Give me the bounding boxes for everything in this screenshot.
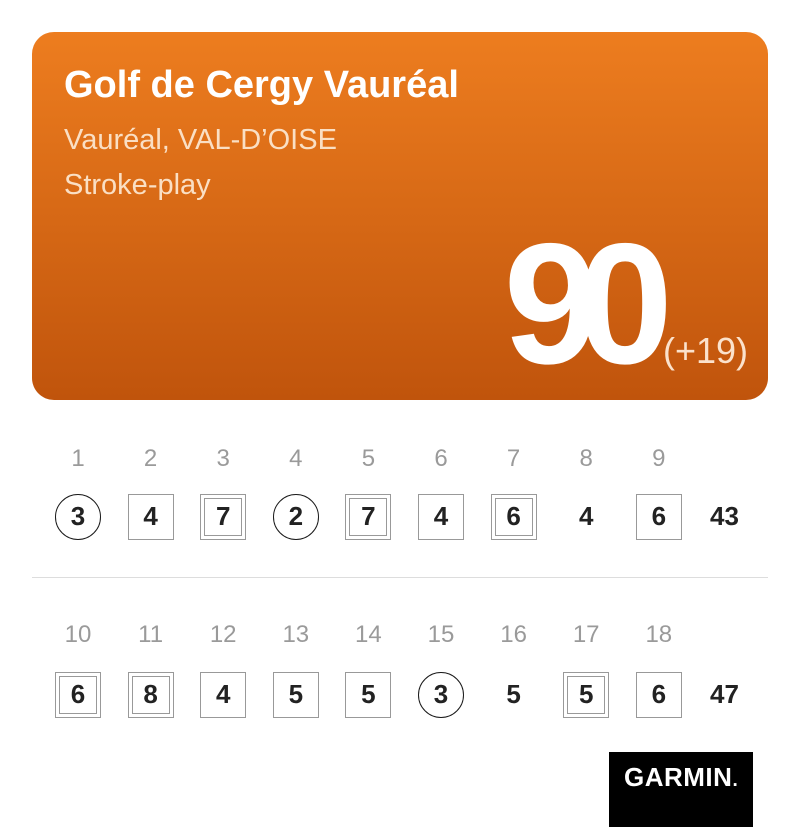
svg-text:GARMIN.: GARMIN. bbox=[624, 762, 738, 792]
